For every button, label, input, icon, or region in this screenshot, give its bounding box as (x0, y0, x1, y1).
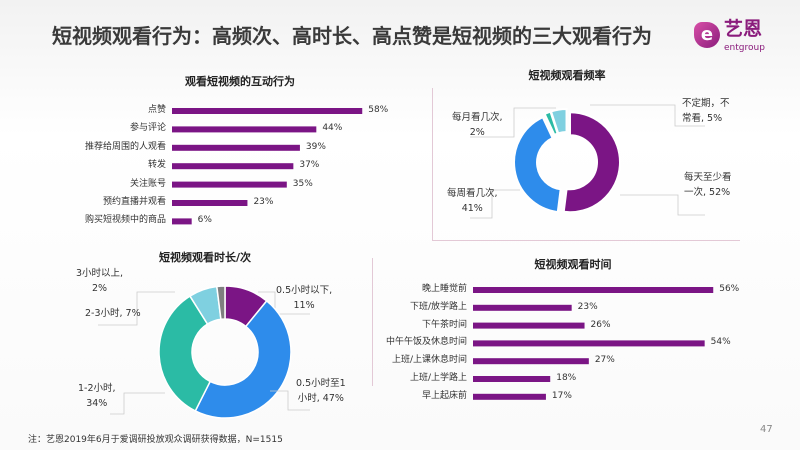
leader-line (110, 392, 165, 415)
leader-line (470, 107, 556, 138)
donut-slice (513, 115, 562, 214)
bar (473, 322, 585, 329)
logo-mark: e (694, 22, 720, 48)
bar-category-label: 参与评论 (129, 123, 166, 134)
chart-title-frequency: 短视频观看频率 (528, 69, 606, 82)
bar-value-label: 18% (556, 373, 577, 383)
donut-label-line: 2% (469, 127, 485, 138)
divider (432, 240, 740, 241)
bar-value-label: 26% (590, 319, 611, 330)
bar-category-label: 早上起床前 (421, 390, 467, 401)
bar-value-label: 17% (551, 390, 572, 401)
bar (172, 163, 294, 170)
donut-slice (549, 108, 568, 135)
logo-en: entgroup (724, 43, 765, 53)
bar-value-label: 39% (305, 141, 326, 152)
donut-label-line: 小时, 47% (297, 393, 344, 404)
donut-label-line: 0.5小时至1 (296, 378, 346, 389)
donut-label: 不定期，不常看, 5% (682, 96, 730, 126)
bar-category-label: 下午茶时间 (421, 319, 467, 330)
bar-value-label: 23% (253, 197, 274, 207)
chart-title-duration: 短视频观看时长/次 (158, 251, 252, 264)
donut-label-line: 常看, 5% (682, 113, 723, 124)
bar-category-label: 上班/上学路上 (409, 373, 467, 383)
bar-category-label: 转发 (147, 160, 166, 171)
bar-value-label: 56% (719, 284, 740, 294)
bar (172, 108, 363, 114)
donut-label-line: 41% (461, 203, 483, 214)
bar (473, 340, 705, 347)
bar-category-label: 预约直播并观看 (102, 197, 166, 207)
bar (172, 200, 248, 206)
donut-label: 1-2小时, 34% (78, 381, 116, 411)
leader-line (620, 194, 705, 216)
donut-label: 每周看几次, 41% (447, 186, 498, 216)
bar (172, 126, 317, 133)
leader-line (270, 390, 310, 411)
bar-value-label: 35% (292, 178, 313, 189)
bar-category-label: 下班/放学路上 (409, 301, 467, 312)
donut-label-line: 一次, 52% (684, 187, 731, 198)
bar-value-label: 44% (322, 123, 343, 134)
slide-title: 短视频观看行为：高频次、高时长、高点赞是短视频的三大观看行为 (52, 24, 652, 48)
bar (473, 358, 589, 365)
chart-title-interaction: 观看短视频的互动行为 (185, 75, 295, 88)
bar-category-label: 上班/上课休息时间 (391, 355, 467, 366)
bar (473, 376, 551, 382)
donut-label-line: 34% (86, 398, 108, 409)
bar-value-label: 23% (577, 301, 598, 312)
footnote: 注：艺恩2019年6月于爱调研投放观众调研获得数据，N=1515 (28, 435, 283, 445)
donut-label: 每天至少看一次, 52% (684, 170, 732, 200)
leader-line (470, 189, 520, 219)
donut-slice (194, 299, 292, 419)
donut-label-line: 1-2小时, (78, 383, 116, 394)
donut-label-line: 每月看几次, (452, 112, 503, 123)
bar-category-label: 晚上睡觉前 (421, 284, 467, 294)
donut-slice (215, 285, 226, 321)
bar-category-label: 推荐给周围的人观看 (84, 141, 166, 152)
logo-cn: 艺恩 (724, 18, 763, 40)
donut-label: 0.5小时以下, 11% (276, 283, 332, 313)
bar (172, 144, 300, 151)
page-number: 47 (760, 424, 773, 435)
leader-line (258, 291, 310, 315)
bar (172, 181, 287, 188)
bar-value-label: 54% (710, 337, 731, 348)
donut-label: 0.5小时至1 小时, 47% (296, 376, 346, 406)
bar-value-label: 6% (197, 215, 212, 226)
donut-label-line: 每周看几次, (447, 188, 498, 199)
bar-category-label: 点赞 (147, 105, 166, 115)
entgroup-logo: e 艺恩 entgroup (694, 18, 784, 58)
bar (172, 218, 192, 225)
bar-value-label: 58% (368, 105, 389, 115)
bar-value-label: 37% (299, 160, 320, 171)
chart-title-time: 短视频观看时间 (534, 258, 612, 271)
donut-label: 2-3小时, 7% (85, 306, 141, 321)
donut-label-line: 0.5小时以下, (276, 285, 333, 296)
bar-category-label: 购买短视频中的商品 (84, 215, 166, 226)
donut-label-line: 2% (92, 283, 108, 294)
divider (372, 258, 373, 386)
bar (473, 304, 572, 311)
donut-slice (562, 111, 621, 214)
donut-label-line: 11% (293, 300, 315, 311)
bar (473, 287, 714, 293)
donut-label-line: 不定期，不 (682, 98, 730, 109)
donut-label-line: 3小时以上, (76, 268, 124, 279)
donut-label: 3小时以上, 2% (76, 266, 123, 296)
bar (473, 393, 546, 400)
leader-line (98, 291, 175, 326)
donut-label-line: 每天至少看 (684, 172, 732, 183)
leader-line (590, 104, 705, 127)
bar-category-label: 中午午饭及休息时间 (385, 337, 467, 348)
bar-value-label: 27% (594, 355, 615, 366)
divider (432, 88, 433, 240)
bar-category-label: 关注账号 (129, 178, 166, 189)
donut-slice (158, 295, 212, 412)
donut-label-line: 2-3小时, 7% (85, 308, 141, 319)
donut-label: 每月看几次, 2% (452, 110, 503, 140)
